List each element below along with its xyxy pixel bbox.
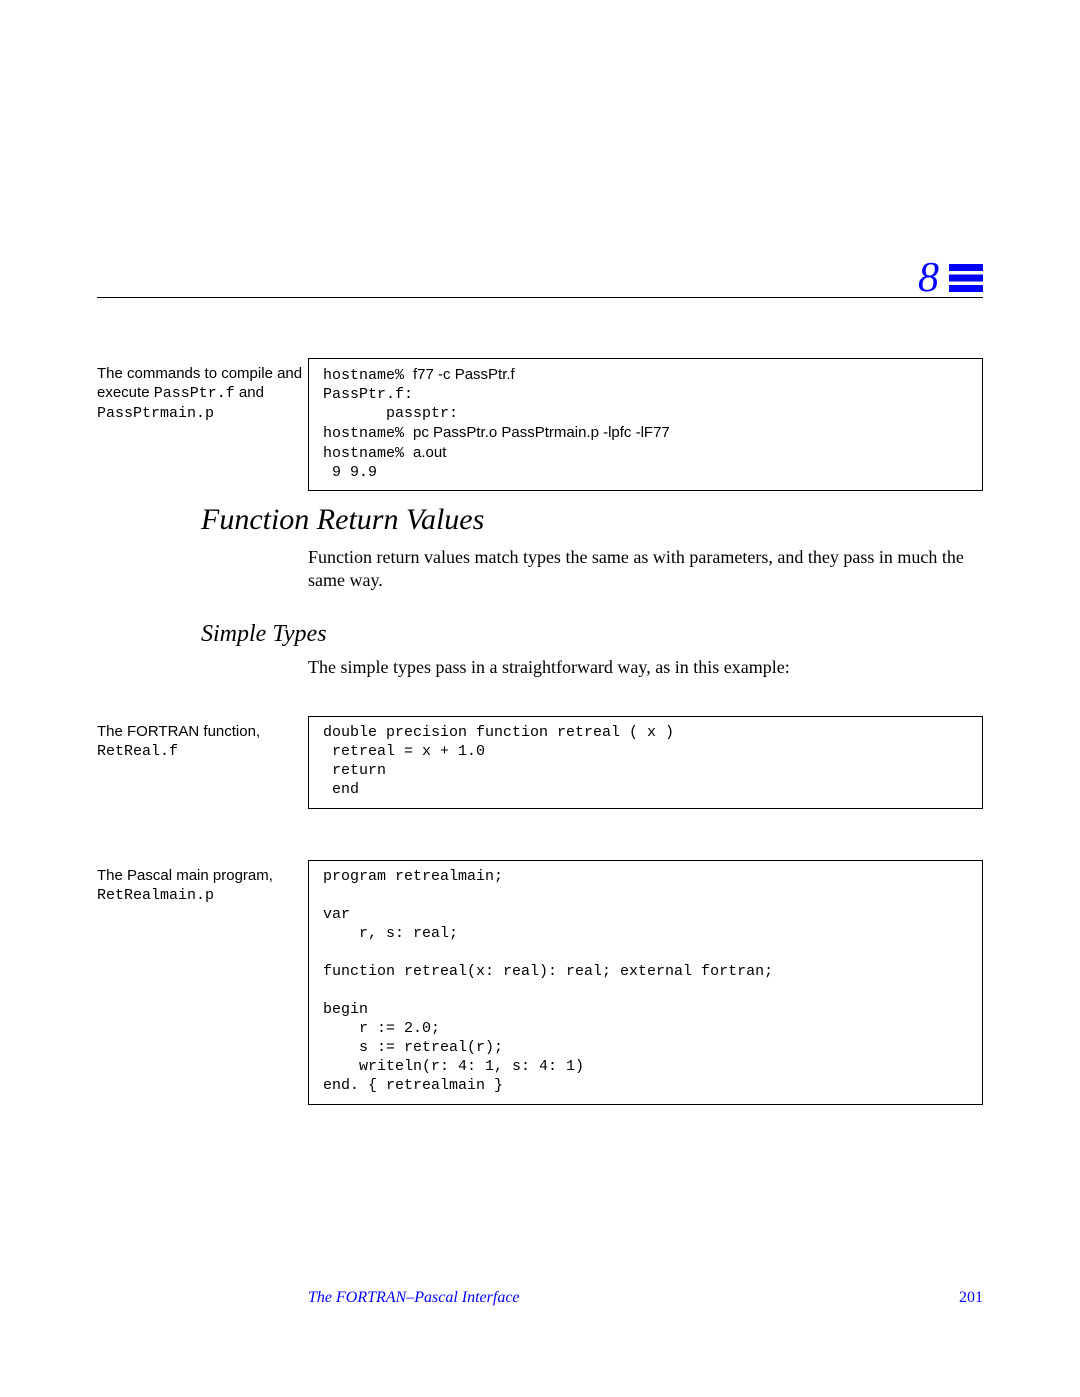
filename: RetReal.f	[97, 743, 178, 760]
page-footer: The FORTRAN–Pascal Interface 201	[308, 1289, 983, 1307]
prompt: hostname%	[323, 425, 413, 442]
output-line: passptr:	[323, 405, 458, 422]
code-listing-fortran: double precision function retreal ( x ) …	[308, 716, 983, 809]
page-number: 201	[959, 1289, 983, 1307]
prompt: hostname%	[323, 367, 413, 384]
command: a.out	[413, 444, 446, 461]
body-paragraph: Function return values match types the s…	[308, 546, 983, 592]
footer-title: The FORTRAN–Pascal Interface	[308, 1289, 520, 1307]
output-line: PassPtr.f:	[323, 386, 413, 403]
sidebar-caption-fortran: The FORTRAN function, RetReal.f	[97, 722, 297, 761]
command: pc PassPtr.o PassPtrmain.p -lpfc -lF77	[413, 424, 670, 441]
sidebar-caption-pascal: The Pascal main program, RetRealmain.p	[97, 866, 297, 905]
output-line: 9 9.9	[323, 464, 377, 481]
caption-text: execute	[97, 384, 154, 401]
code-listing-pascal: program retrealmain; var r, s: real; fun…	[308, 860, 983, 1105]
filename: PassPtr.f	[154, 385, 235, 402]
book-lines-icon	[949, 264, 983, 292]
code-listing-compile: hostname% f77 -c PassPtr.f PassPtr.f: pa…	[308, 358, 983, 491]
command: f77 -c PassPtr.f	[413, 366, 515, 383]
chapter-number: 8	[918, 254, 939, 302]
subsection-heading-simple-types: Simple Types	[201, 621, 327, 648]
body-paragraph: The simple types pass in a straightforwa…	[308, 656, 983, 679]
sidebar-caption-compile: The commands to compile and execute Pass…	[97, 364, 307, 423]
caption-text: The commands to compile and	[97, 365, 302, 382]
page: 8 The commands to compile and execute Pa…	[0, 0, 1080, 1397]
filename: RetRealmain.p	[97, 887, 214, 904]
section-heading-function-return: Function Return Values	[201, 503, 484, 537]
caption-text: and	[235, 384, 264, 401]
chapter-header: 8	[918, 254, 983, 302]
prompt: hostname%	[323, 445, 413, 462]
caption-text: The FORTRAN function,	[97, 723, 260, 740]
header-rule	[97, 297, 983, 298]
caption-text: The Pascal main program,	[97, 867, 273, 884]
filename: PassPtrmain.p	[97, 405, 214, 422]
